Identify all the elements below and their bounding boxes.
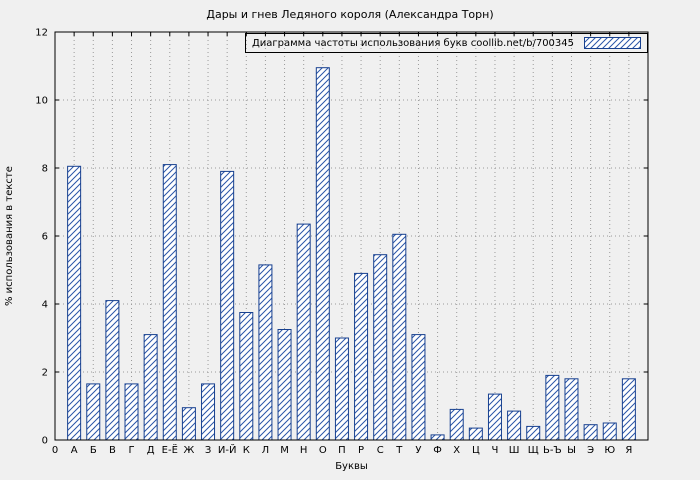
legend: Диаграмма частоты использования букв coo… (244, 33, 648, 53)
svg-text:2: 2 (42, 368, 48, 379)
svg-text:А: А (71, 445, 78, 456)
svg-text:Х: Х (453, 445, 460, 456)
svg-text:Т: Т (395, 445, 403, 456)
svg-text:Ф: Ф (433, 445, 442, 456)
svg-text:С: С (377, 445, 384, 456)
svg-text:Ж: Ж (184, 445, 195, 456)
svg-text:Е-Ё: Е-Ё (162, 443, 178, 456)
svg-text:З: З (205, 445, 211, 456)
chart-title: Дары и гнев Ледяного короля (Александра … (206, 8, 494, 21)
svg-text:Ю: Ю (604, 445, 615, 456)
svg-text:К: К (243, 445, 250, 456)
svg-text:10: 10 (35, 96, 48, 107)
svg-text:Щ: Щ (528, 445, 539, 456)
plot-content: А Б В Г Д Е-Ё Ж З И-Й К Л М Н О П Р С Т У Ф Х Ц Ч Ш Щ Ь-Ъ Ы Э Ю Я 00 2 4… (35, 28, 649, 456)
svg-text:Ц: Ц (472, 445, 480, 456)
svg-text:Я: Я (625, 445, 632, 456)
svg-text:П: П (338, 445, 346, 456)
svg-text:Г: Г (128, 445, 134, 456)
svg-text:Л: Л (262, 445, 270, 456)
svg-text:0: 0 (42, 436, 48, 447)
svg-text:У: У (415, 445, 421, 456)
legend-swatch-icon (584, 37, 641, 49)
svg-text:Ч: Ч (492, 445, 499, 456)
svg-text:В: В (109, 445, 116, 456)
svg-text:И-Й: И-Й (218, 443, 237, 456)
svg-text:Ш: Ш (509, 445, 520, 456)
y-axis-label: % использования в тексте (4, 166, 15, 306)
x-axis-label: Буквы (335, 461, 368, 472)
svg-text:6: 6 (42, 232, 48, 243)
svg-text:Н: Н (300, 445, 308, 456)
svg-text:Д: Д (147, 445, 155, 456)
svg-text:О: О (319, 445, 327, 456)
svg-text:Р: Р (358, 445, 364, 456)
legend-label: Диаграмма частоты использования букв coo… (251, 37, 574, 49)
svg-text:12: 12 (35, 28, 48, 39)
svg-text:8: 8 (42, 164, 48, 175)
svg-text:М: М (280, 445, 289, 456)
svg-text:Ы: Ы (567, 445, 576, 456)
svg-text:4: 4 (42, 300, 48, 311)
svg-text:Ь-Ъ: Ь-Ъ (543, 445, 562, 456)
svg-text:0: 0 (52, 445, 58, 456)
svg-text:Б: Б (90, 445, 97, 456)
svg-text:Э: Э (587, 445, 594, 456)
